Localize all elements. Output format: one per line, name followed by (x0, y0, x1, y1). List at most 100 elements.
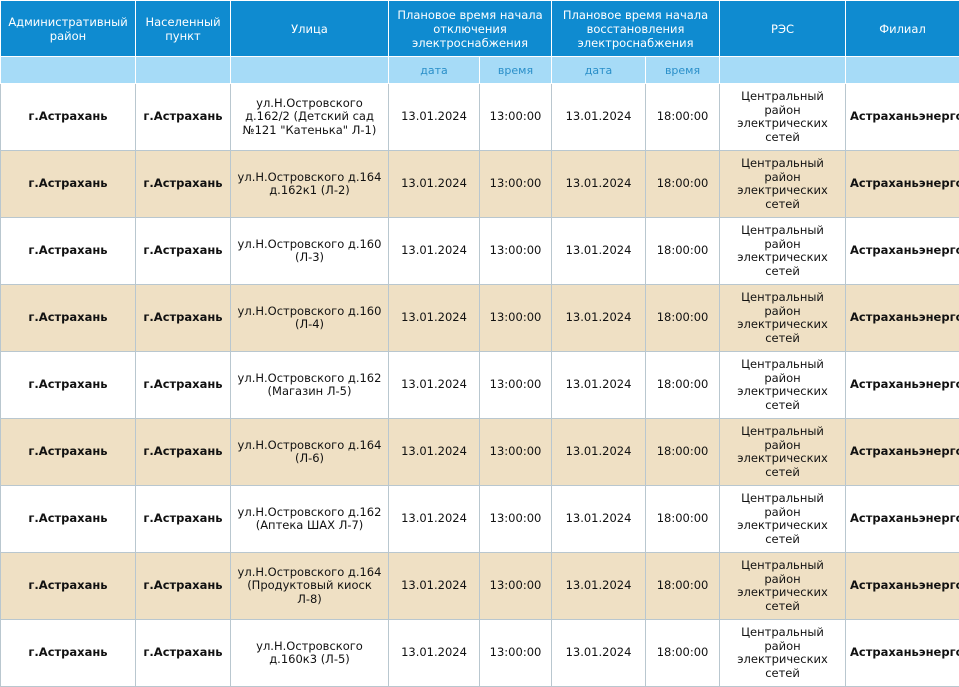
cell-res: Центральный район электрических сетей (719, 351, 847, 419)
cell-street: ул.Н.Островского д.160 (Л-4) (230, 284, 389, 352)
cell-on-time: 18:00:00 (645, 351, 721, 419)
table-body: г.Астрахань г.Астрахань ул.Н.Островского д… (0, 83, 959, 687)
cell-on-time: 18:00:00 (645, 619, 721, 687)
cell-on-time: 18:00:00 (645, 83, 721, 151)
cell-locality: г.Астрахань (135, 217, 231, 285)
cell-on-time: 18:00:00 (645, 485, 721, 553)
cell-on-time: 18:00:00 (645, 552, 721, 620)
subheader-empty (719, 56, 847, 84)
cell-branch: Астраханьэнерго (845, 552, 959, 620)
table-row: г.Астрахань г.Астрахань ул.Н.Островского д… (0, 418, 959, 486)
cell-on-date: 13.01.2024 (551, 150, 647, 218)
cell-locality: г.Астрахань (135, 83, 231, 151)
header-locality: Населенный пункт (135, 0, 231, 57)
subheader-off-date: дата (388, 56, 480, 84)
cell-district: г.Астрахань (0, 485, 136, 553)
subheader-off-time: время (478, 56, 553, 84)
table-row: г.Астрахань г.Астрахань ул.Н.Островского д… (0, 552, 959, 620)
cell-off-time: 13:00:00 (478, 552, 553, 620)
cell-res: Центральный район электрических сетей (719, 150, 847, 218)
cell-off-time: 13:00:00 (478, 351, 553, 419)
cell-off-time: 13:00:00 (478, 418, 553, 486)
cell-on-time: 18:00:00 (645, 150, 721, 218)
subheader-empty (845, 56, 959, 84)
cell-district: г.Астрахань (0, 284, 136, 352)
cell-district: г.Астрахань (0, 150, 136, 218)
cell-street: ул.Н.Островского д.160 (Л-3) (230, 217, 389, 285)
cell-off-date: 13.01.2024 (388, 284, 480, 352)
cell-off-time: 13:00:00 (478, 83, 553, 151)
header-branch: Филиал (845, 0, 959, 57)
cell-branch: Астраханьэнерго (845, 485, 959, 553)
cell-off-time: 13:00:00 (478, 485, 553, 553)
cell-branch: Астраханьэнерго (845, 150, 959, 218)
header-planned-off: Плановое время начала отключения электро… (387, 0, 553, 57)
cell-street: ул.Н.Островского д.162/2 (Детский сад №1… (230, 83, 389, 151)
cell-on-date: 13.01.2024 (551, 217, 647, 285)
cell-branch: Астраханьэнерго (845, 83, 959, 151)
cell-locality: г.Астрахань (135, 351, 231, 419)
table-row: г.Астрахань г.Астрахань ул.Н.Островского д… (0, 284, 959, 352)
cell-off-date: 13.01.2024 (388, 418, 480, 486)
cell-locality: г.Астрахань (135, 150, 231, 218)
header-admin-district: Административный район (0, 0, 136, 57)
table-row: г.Астрахань г.Астрахань ул.Н.Островского д… (0, 83, 959, 151)
cell-off-date: 13.01.2024 (388, 351, 480, 419)
cell-district: г.Астрахань (0, 619, 136, 687)
cell-res: Центральный район электрических сетей (719, 217, 847, 285)
cell-res: Центральный район электрических сетей (719, 485, 847, 553)
cell-on-date: 13.01.2024 (551, 284, 647, 352)
cell-locality: г.Астрахань (135, 284, 231, 352)
cell-off-time: 13:00:00 (478, 619, 553, 687)
header-planned-restore: Плановое время начала восстановления эле… (551, 0, 721, 57)
cell-off-time: 13:00:00 (478, 284, 553, 352)
cell-on-date: 13.01.2024 (551, 83, 647, 151)
header-row: Административный район Населенный пункт … (0, 0, 959, 57)
cell-off-time: 13:00:00 (478, 150, 553, 218)
cell-branch: Астраханьэнерго (845, 284, 959, 352)
table-row: г.Астрахань г.Астрахань ул.Н.Островского д… (0, 150, 959, 218)
cell-street: ул.Н.Островского д.162 (Аптека ШАХ Л-7) (230, 485, 389, 553)
cell-street: ул.Н.Островского д.162 (Магазин Л-5) (230, 351, 389, 419)
cell-res: Центральный район электрических сетей (719, 83, 847, 151)
cell-on-time: 18:00:00 (645, 284, 721, 352)
cell-off-date: 13.01.2024 (388, 552, 480, 620)
header-res: РЭС (719, 0, 847, 57)
cell-on-date: 13.01.2024 (551, 619, 647, 687)
cell-off-date: 13.01.2024 (388, 217, 480, 285)
table-row: г.Астрахань г.Астрахань ул.Н.Островского д… (0, 217, 959, 285)
subheader-on-time: время (645, 56, 721, 84)
cell-res: Центральный район электрических сетей (719, 552, 847, 620)
cell-branch: Астраханьэнерго (845, 418, 959, 486)
subheader-on-date: дата (551, 56, 647, 84)
cell-district: г.Астрахань (0, 552, 136, 620)
cell-street: ул.Н.Островского д.164 д.162к1 (Л-2) (230, 150, 389, 218)
cell-on-time: 18:00:00 (645, 418, 721, 486)
cell-on-date: 13.01.2024 (551, 418, 647, 486)
cell-district: г.Астрахань (0, 217, 136, 285)
header-street: Улица (230, 0, 389, 57)
cell-off-time: 13:00:00 (478, 217, 553, 285)
cell-locality: г.Астрахань (135, 485, 231, 553)
subheader-empty (230, 56, 389, 84)
subheader-empty (135, 56, 231, 84)
cell-locality: г.Астрахань (135, 619, 231, 687)
table-row: г.Астрахань г.Астрахань ул.Н.Островского д… (0, 351, 959, 419)
table-row: г.Астрахань г.Астрахань ул.Н.Островского д… (0, 619, 959, 687)
cell-off-date: 13.01.2024 (388, 83, 480, 151)
cell-res: Центральный район электрических сетей (719, 619, 847, 687)
cell-off-date: 13.01.2024 (388, 619, 480, 687)
cell-street: ул.Н.Островского д.160к3 (Л-5) (230, 619, 389, 687)
cell-res: Центральный район электрических сетей (719, 284, 847, 352)
cell-district: г.Астрахань (0, 83, 136, 151)
cell-on-time: 18:00:00 (645, 217, 721, 285)
cell-off-date: 13.01.2024 (388, 485, 480, 553)
cell-res: Центральный район электрических сетей (719, 418, 847, 486)
cell-branch: Астраханьэнерго (845, 351, 959, 419)
cell-street: ул.Н.Островского д.164 (Продуктовый киос… (230, 552, 389, 620)
cell-district: г.Астрахань (0, 351, 136, 419)
cell-on-date: 13.01.2024 (551, 485, 647, 553)
subheader-empty (0, 56, 136, 84)
cell-district: г.Астрахань (0, 418, 136, 486)
